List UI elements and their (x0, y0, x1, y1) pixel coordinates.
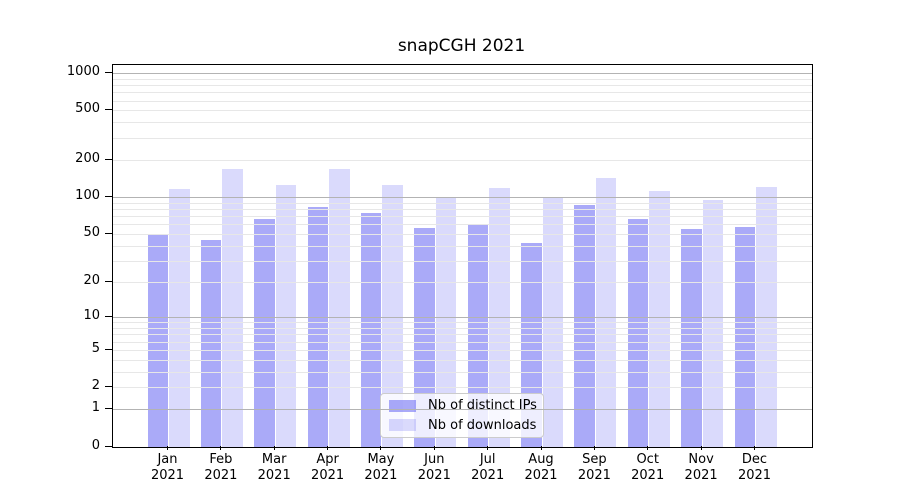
gridline-minor (113, 209, 812, 210)
x-tick-label-may: May 2021 (364, 452, 398, 483)
gridline-minor (113, 78, 812, 80)
gridline-minor (113, 349, 812, 351)
y-tick-label: 0 (91, 437, 100, 453)
y-tick-mark (105, 233, 112, 234)
x-tick-label-feb: Feb 2021 (204, 452, 238, 483)
x-tick-mark (327, 446, 329, 450)
y-tick-mark (105, 71, 112, 73)
legend-swatch-distinct-ips-icon (389, 399, 416, 412)
gridline-minor (113, 85, 812, 86)
gridline-major (113, 317, 812, 318)
bar-distinct-ips-apr (307, 207, 329, 447)
gridline-minor (113, 138, 812, 139)
bar-downloads-mar (275, 185, 297, 447)
y-tick-label: 50 (83, 225, 100, 240)
bar-distinct-ips-mar (254, 219, 275, 447)
bar-downloads-may (382, 184, 403, 447)
gridline-minor (113, 327, 812, 329)
y-tick-mark (105, 281, 112, 283)
x-tick-label-aug: Aug 2021 (524, 452, 558, 483)
gridline-minor (113, 371, 812, 373)
bar-distinct-ips-jan (147, 234, 168, 447)
bar-distinct-ips-oct (627, 219, 649, 447)
x-tick-label-apr: Apr 2021 (311, 452, 345, 483)
y-tick-label: 10 (83, 308, 100, 323)
gridline-minor (113, 359, 812, 361)
gridline-minor (113, 334, 812, 336)
bar-distinct-ips-nov (681, 229, 702, 447)
x-tick-label-nov: Nov 2021 (684, 452, 718, 483)
y-tick-label: 200 (75, 150, 100, 166)
bar-distinct-ips-sep (574, 204, 595, 447)
gridline-minor (113, 387, 812, 389)
x-tick-label-jul: Jul 2021 (471, 452, 505, 483)
x-tick-mark (380, 446, 382, 450)
gridline-minor (113, 202, 812, 204)
y-tick-mark (105, 316, 112, 317)
bar-downloads-sep (595, 177, 617, 447)
x-tick-mark (700, 446, 702, 450)
legend-label-downloads: Nb of downloads (428, 417, 537, 433)
gridline-minor (113, 122, 812, 124)
x-tick-label-oct: Oct 2021 (631, 452, 665, 483)
x-tick-mark (167, 446, 168, 450)
y-tick-mark (105, 386, 112, 388)
legend: Nb of distinct IPs Nb of downloads (380, 393, 544, 438)
bar-distinct-ips-dec (734, 227, 755, 447)
legend-swatch-downloads-icon (389, 419, 416, 432)
y-tick-label: 2 (91, 378, 100, 394)
y-tick-mark (105, 158, 112, 160)
y-tick-mark (105, 196, 112, 198)
x-tick-label-dec: Dec 2021 (737, 452, 772, 483)
bar-downloads-oct (649, 191, 670, 447)
bar-distinct-ips-feb (200, 239, 222, 447)
gridline-major (113, 72, 812, 74)
y-tick-label: 5 (91, 340, 100, 356)
gridline-minor (113, 159, 812, 161)
y-tick-label: 100 (75, 188, 100, 204)
chart-title: snapCGH 2021 (397, 36, 526, 56)
gridline-major (113, 409, 812, 411)
gridline-minor (113, 261, 812, 262)
x-tick-mark (593, 446, 595, 450)
x-tick-label-sep: Sep 2021 (577, 452, 611, 483)
gridline-minor (113, 322, 812, 324)
gridline-minor (113, 341, 812, 343)
legend-entry-downloads: Nb of downloads (387, 418, 537, 434)
x-tick-mark (220, 446, 222, 450)
x-tick-label-jun: Jun 2021 (417, 452, 451, 483)
gridline-minor (113, 245, 812, 247)
y-tick-label: 20 (83, 273, 100, 289)
gridline-minor (113, 216, 812, 218)
gridline-minor (113, 92, 812, 94)
x-tick-mark (433, 446, 435, 450)
bar-downloads-apr (329, 169, 350, 447)
legend-label-distinct-ips: Nb of distinct IPs (428, 398, 537, 414)
y-tick-label: 1 (91, 400, 100, 416)
gridline-minor (113, 282, 812, 284)
x-tick-mark (540, 446, 542, 450)
y-tick-label: 1000 (66, 63, 100, 79)
bar-distinct-ips-may (360, 213, 382, 447)
gridline-minor (113, 100, 812, 102)
gridline-minor (113, 224, 812, 226)
y-tick-mark (105, 348, 112, 350)
x-tick-label-mar: Mar 2021 (257, 452, 291, 483)
gridline-minor (113, 234, 812, 235)
y-tick-mark (105, 109, 112, 111)
plot-area: Nb of distinct IPs Nb of downloads (112, 64, 813, 448)
bar-downloads-feb (222, 169, 243, 447)
y-tick-mark (105, 445, 112, 447)
x-tick-mark (647, 446, 649, 450)
x-tick-mark (273, 446, 275, 450)
y-tick-mark (105, 408, 112, 410)
legend-entry-distinct-ips: Nb of distinct IPs (387, 398, 537, 414)
gridline-major (113, 197, 812, 199)
x-tick-label-jan: Jan 2021 (150, 452, 185, 483)
gridline-minor (113, 110, 812, 112)
x-tick-mark (754, 446, 755, 450)
x-tick-mark (487, 446, 489, 450)
y-tick-label: 500 (75, 101, 100, 117)
